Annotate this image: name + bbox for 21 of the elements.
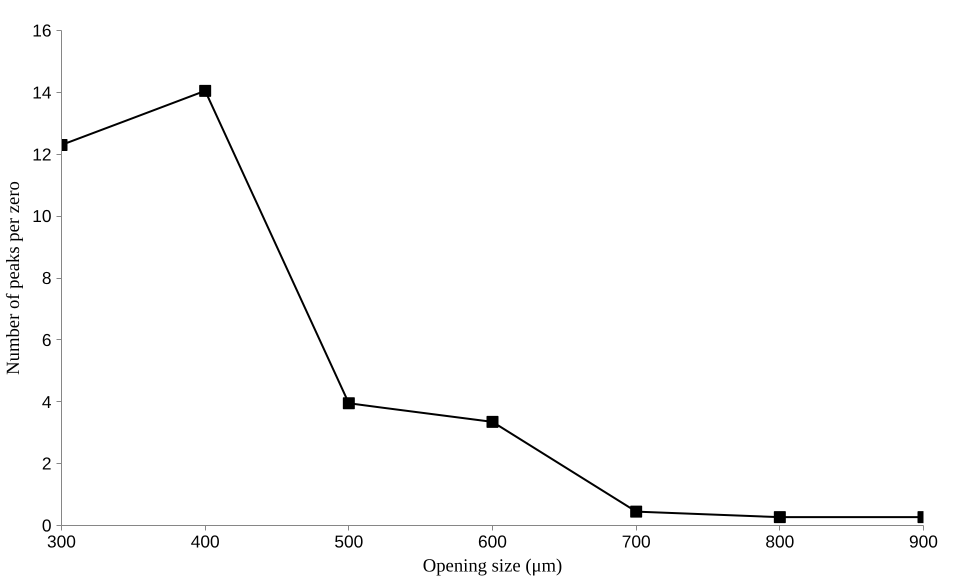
y-tick-label: 10: [32, 206, 52, 226]
y-tick-label: 16: [32, 20, 52, 40]
y-tick-label: 8: [42, 268, 52, 288]
x-tick-label: 700: [622, 532, 651, 552]
x-tick-label: 600: [478, 532, 507, 552]
x-tick-label: 900: [909, 532, 938, 552]
x-tick-label: 800: [765, 532, 794, 552]
point: [486, 416, 498, 428]
y-axis-title: Number of peaks per zero: [3, 181, 24, 375]
y-tick-label: 2: [42, 454, 52, 474]
x-axis-title: Opening size (μm): [422, 556, 562, 576]
point: [630, 506, 642, 518]
y-tick-label: 4: [42, 392, 52, 412]
x-tick-label: 400: [190, 532, 220, 552]
y-tick-label: 12: [32, 144, 52, 164]
y-tick-label: 14: [32, 82, 52, 102]
point: [342, 397, 355, 410]
point: [199, 84, 212, 97]
x-tick-label: 500: [334, 532, 364, 552]
point: [774, 511, 786, 524]
y-tick-label: 6: [42, 330, 52, 350]
